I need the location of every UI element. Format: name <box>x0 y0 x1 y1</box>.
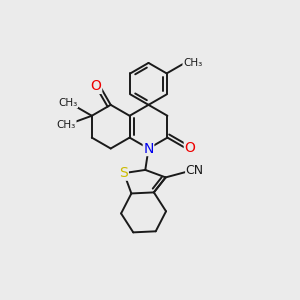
Text: S: S <box>119 166 128 180</box>
Text: N: N <box>143 142 154 155</box>
Text: CH₃: CH₃ <box>57 120 76 130</box>
Text: O: O <box>91 79 102 93</box>
Text: CH₃: CH₃ <box>183 58 202 68</box>
Text: CH₃: CH₃ <box>58 98 77 108</box>
Text: CN: CN <box>186 164 204 178</box>
Text: O: O <box>184 141 195 155</box>
